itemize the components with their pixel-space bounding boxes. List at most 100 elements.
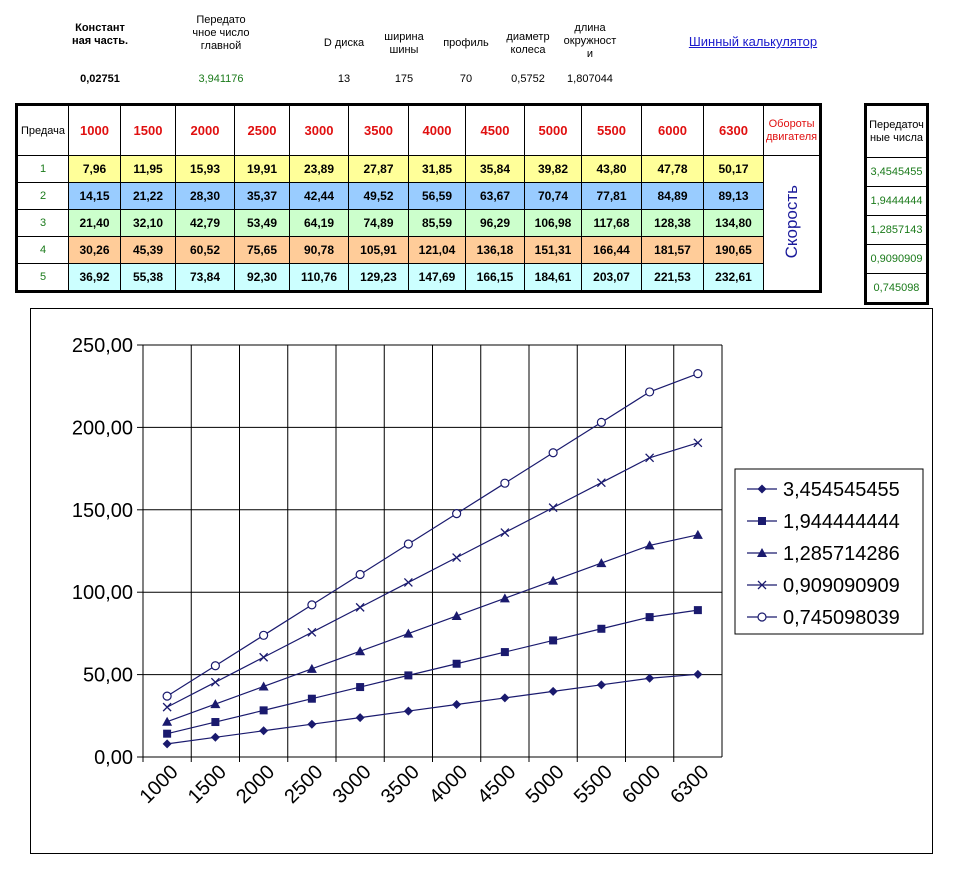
x-tick-label: 1000 xyxy=(136,761,183,808)
speed-cell: 53,49 xyxy=(234,209,290,237)
speed-cell: 49,52 xyxy=(348,182,409,210)
speed-chart-svg: 0,00 50,00 100,00 150,00 200,00 250,00 1000 150… xyxy=(72,335,924,808)
x-tick-label: 2000 xyxy=(232,761,279,808)
speed-cell: 181,57 xyxy=(641,236,704,264)
rpm-header: 6000 xyxy=(641,104,704,156)
data-point-series-1 xyxy=(693,669,703,679)
legend-label: 0,909090909 xyxy=(783,575,900,597)
data-point-series-2 xyxy=(693,606,702,615)
data-point-series-4 xyxy=(403,578,413,587)
table-row: 1 7,96 11,95 15,93 19,91 23,89 27,87 31,… xyxy=(16,155,822,292)
rpm-header: 6300 xyxy=(703,104,764,156)
data-point-series-3 xyxy=(548,575,559,585)
x-tick-label: 6000 xyxy=(618,761,665,808)
y-tick-label: 200,00 xyxy=(72,417,133,439)
data-point-series-4 xyxy=(693,438,703,448)
parameters-panel: Констант ная часть. 0,02751 Передато чно… xyxy=(0,0,960,100)
data-point-series-4 xyxy=(548,503,558,513)
data-point-series-5 xyxy=(693,369,703,379)
gear-header: Предача xyxy=(16,104,69,156)
legend-label: 3,454545455 xyxy=(783,479,900,501)
y-tick-label: 150,00 xyxy=(72,500,133,522)
x-tick-label: 3500 xyxy=(377,761,424,808)
data-point-series-3 xyxy=(451,610,462,620)
table-row: 4 30,26 45,39 60,52 75,65 90,78 105,91 1… xyxy=(16,236,821,264)
data-point-series-5 xyxy=(645,387,655,397)
param-label-main-ratio: Передато чное число главной xyxy=(192,14,250,52)
y-tick-label: 100,00 xyxy=(72,582,133,604)
data-point-series-3 xyxy=(162,716,173,726)
param-label-wheel-diameter: диаметр колеса xyxy=(506,31,550,56)
rpm-header: 1000 xyxy=(68,104,121,156)
data-point-series-1 xyxy=(548,686,558,696)
y-tick-label: 0,00 xyxy=(94,747,133,769)
legend-marker xyxy=(757,580,767,590)
speed-cell: 221,53 xyxy=(641,263,704,292)
speed-cell: 28,30 xyxy=(175,182,235,210)
legend-label: 1,285714286 xyxy=(783,543,900,565)
rpm-header: 5500 xyxy=(581,104,642,156)
data-point-series-2 xyxy=(259,706,268,715)
data-point-series-5 xyxy=(500,478,510,488)
legend-box xyxy=(734,468,924,635)
speed-cell: 70,74 xyxy=(524,182,582,210)
rpm-header-row: Предача 1000 1500 2000 2500 3000 3500 40… xyxy=(16,104,822,156)
speed-cell: 64,19 xyxy=(289,209,349,237)
speed-cell: 166,44 xyxy=(581,236,642,264)
legend-marker xyxy=(757,548,767,557)
param-label-width: ширина шины xyxy=(384,31,424,56)
speed-cell: 39,82 xyxy=(524,155,582,183)
param-value-circumference: 1,807044 xyxy=(567,73,613,85)
speed-cell: 75,65 xyxy=(234,236,290,264)
speed-cell: 63,67 xyxy=(465,182,525,210)
speed-cell: 203,07 xyxy=(581,263,642,292)
x-tick-label: 4000 xyxy=(425,761,472,808)
data-point-series-4 xyxy=(307,627,317,637)
speed-cell: 232,61 xyxy=(703,263,764,292)
gear-number: 1 xyxy=(16,155,69,183)
speed-cell: 151,31 xyxy=(524,236,582,264)
legend-marker xyxy=(758,517,766,525)
param-label-circumference: длина окружност и xyxy=(563,22,617,60)
rpm-header: 2000 xyxy=(175,104,235,156)
data-point-series-2 xyxy=(356,683,365,692)
x-tick-label: 1500 xyxy=(184,761,231,808)
data-point-series-1 xyxy=(452,700,462,710)
speed-chart: 0,00 50,00 100,00 150,00 200,00 250,00 1000 150… xyxy=(30,308,933,854)
speed-cell: 36,92 xyxy=(68,263,121,292)
rpm-header: 3000 xyxy=(289,104,349,156)
data-point-series-4 xyxy=(645,453,655,463)
param-value-profile: 70 xyxy=(459,73,473,85)
data-point-series-4 xyxy=(210,677,220,687)
data-point-series-3 xyxy=(258,681,269,691)
data-point-series-1 xyxy=(500,693,510,703)
data-point-series-4 xyxy=(596,478,606,488)
data-point-series-2 xyxy=(211,718,220,727)
speed-table: Предача 1000 1500 2000 2500 3000 3500 40… xyxy=(15,103,823,293)
data-point-series-1 xyxy=(259,726,269,736)
data-point-series-1 xyxy=(355,713,365,723)
data-point-series-3 xyxy=(596,558,607,568)
speed-cell: 27,87 xyxy=(348,155,409,183)
engine-rpm-label: Обороты двигателя xyxy=(762,104,822,156)
legend-label: 1,944444444 xyxy=(783,511,900,533)
speed-cell: 106,98 xyxy=(524,209,582,237)
data-point-series-2 xyxy=(307,694,316,703)
param-label-profile: профиль xyxy=(443,37,489,49)
data-point-series-4 xyxy=(259,652,269,662)
rpm-header: 2500 xyxy=(234,104,290,156)
series-line-4 xyxy=(166,442,699,708)
speed-cell: 110,76 xyxy=(289,263,349,292)
gear-ratio-value: 1,2857143 xyxy=(865,215,928,245)
data-point-series-3 xyxy=(499,593,510,603)
data-point-series-3 xyxy=(306,663,317,673)
tire-calculator-link[interactable]: Шинный калькулятор xyxy=(688,34,818,49)
rpm-header: 4500 xyxy=(465,104,525,156)
speed-cell: 166,15 xyxy=(465,263,525,292)
y-tick-label: 250,00 xyxy=(72,335,133,357)
speed-cell: 42,79 xyxy=(175,209,235,237)
speed-cell: 56,59 xyxy=(408,182,466,210)
data-point-series-2 xyxy=(500,648,509,657)
data-point-series-3 xyxy=(355,646,366,656)
param-value-constant: 0,02751 xyxy=(80,73,120,85)
